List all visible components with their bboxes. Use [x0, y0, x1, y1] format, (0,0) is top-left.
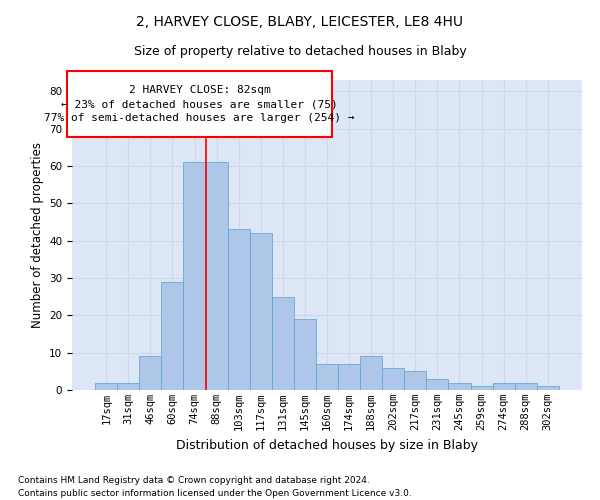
Y-axis label: Number of detached properties: Number of detached properties	[31, 142, 44, 328]
Text: Contains HM Land Registry data © Crown copyright and database right 2024.: Contains HM Land Registry data © Crown c…	[18, 476, 370, 485]
Bar	[338, 364, 360, 390]
Text: 2 HARVEY CLOSE: 82sqm
← 23% of detached houses are smaller (75)
77% of semi-deta: 2 HARVEY CLOSE: 82sqm ← 23% of detached …	[44, 85, 355, 123]
Bar	[139, 356, 161, 390]
Bar	[448, 382, 470, 390]
Bar	[427, 379, 448, 390]
Bar	[184, 162, 206, 390]
Bar	[493, 382, 515, 390]
Bar	[360, 356, 382, 390]
Bar	[227, 230, 250, 390]
Bar	[382, 368, 404, 390]
Bar	[537, 386, 559, 390]
Text: Contains public sector information licensed under the Open Government Licence v3: Contains public sector information licen…	[18, 488, 412, 498]
X-axis label: Distribution of detached houses by size in Blaby: Distribution of detached houses by size …	[176, 438, 478, 452]
Bar	[470, 386, 493, 390]
Bar	[117, 382, 139, 390]
Bar	[250, 233, 272, 390]
Bar	[294, 319, 316, 390]
Bar	[95, 382, 117, 390]
Bar	[206, 162, 227, 390]
Bar	[272, 296, 294, 390]
Bar	[404, 372, 427, 390]
Text: Size of property relative to detached houses in Blaby: Size of property relative to detached ho…	[134, 45, 466, 58]
FancyBboxPatch shape	[67, 70, 332, 138]
Text: 2, HARVEY CLOSE, BLABY, LEICESTER, LE8 4HU: 2, HARVEY CLOSE, BLABY, LEICESTER, LE8 4…	[137, 15, 464, 29]
Bar	[515, 382, 537, 390]
Bar	[316, 364, 338, 390]
Bar	[161, 282, 184, 390]
